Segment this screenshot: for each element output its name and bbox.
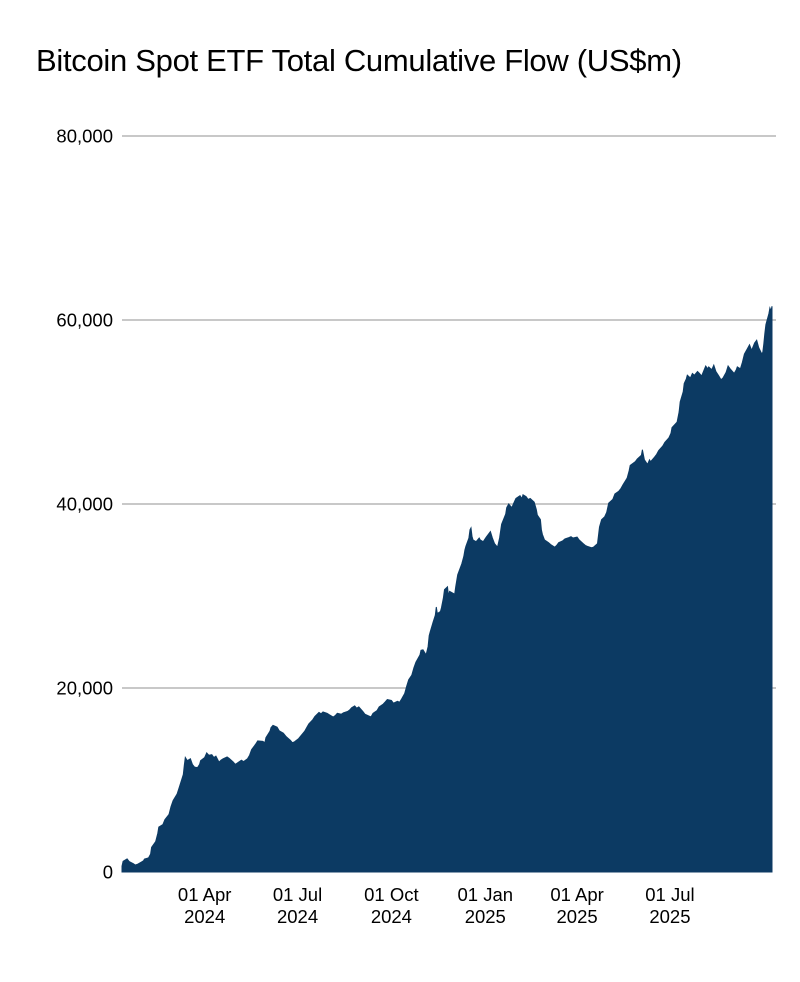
x-axis-tick-label-year: 2025 xyxy=(557,906,598,927)
y-axis-tick-label: 20,000 xyxy=(56,678,113,699)
y-axis-tick-label: 80,000 xyxy=(56,126,113,147)
y-axis-tick-label: 40,000 xyxy=(56,494,113,515)
x-axis-tick-label-year: 2024 xyxy=(371,906,412,927)
x-axis-tick-label-month: 01 Jan xyxy=(457,884,513,905)
y-axis-tick-label: 0 xyxy=(103,862,113,883)
x-axis-tick-label-month: 01 Oct xyxy=(364,884,419,905)
x-axis-tick-label-year: 2024 xyxy=(277,906,318,927)
x-axis-tick-label-month: 01 Jul xyxy=(273,884,322,905)
x-axis-tick-label-month: 01 Jul xyxy=(645,884,694,905)
x-axis-tick-label-year: 2024 xyxy=(184,906,225,927)
area-series xyxy=(121,306,773,873)
y-axis-tick-label: 60,000 xyxy=(56,310,113,331)
x-axis-tick-label-month: 01 Apr xyxy=(550,884,604,905)
x-axis-tick-label-year: 2025 xyxy=(465,906,506,927)
chart-title: Bitcoin Spot ETF Total Cumulative Flow (… xyxy=(36,43,682,78)
x-axis-tick-label-year: 2025 xyxy=(649,906,690,927)
x-axis-tick-label-month: 01 Apr xyxy=(178,884,232,905)
